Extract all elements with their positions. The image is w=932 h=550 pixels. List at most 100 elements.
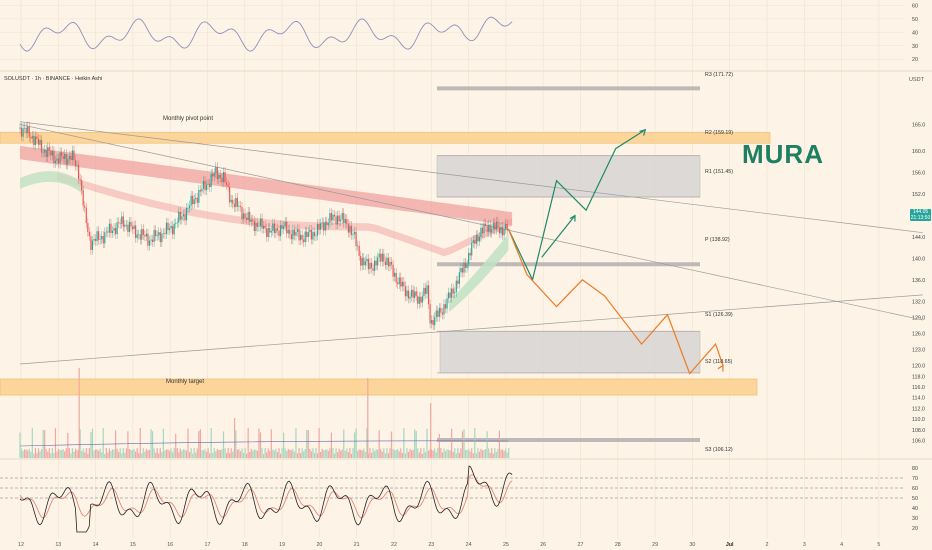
candle-body [484,223,487,226]
volume-bar [24,449,26,458]
candle-body [290,234,292,240]
volume-bar [270,429,272,458]
candle-body [313,232,316,237]
volume-bar [246,453,248,458]
candle-body [427,285,430,305]
candle-body [135,225,137,238]
candle-body [144,235,146,237]
price-axis-tick: 129.0 [912,315,925,321]
volume-bar [426,428,428,458]
candle-body [447,292,450,299]
volume-bar [287,449,289,458]
volume-bar [22,450,24,458]
volume-bar [326,449,328,458]
oscillator-main-line [19,465,513,533]
candle-body [412,289,414,298]
volume-bar [283,432,285,458]
candle-body [56,158,58,161]
volume-bar [446,449,448,458]
candle-body [210,173,212,188]
x-axis-tick: 15 [130,542,136,548]
volume-bar [28,448,30,458]
candle-body [150,239,152,241]
volume-bar [85,448,87,458]
candle-body [304,231,306,243]
volume-bar [455,453,457,458]
volume-bar [114,430,117,458]
candle-body [45,149,47,157]
candle-body [104,232,106,244]
volume-bar [139,428,141,458]
volume-bar [222,431,225,458]
candle-body [65,153,67,165]
candle-body [410,289,413,297]
price-axis-tick: 106.0 [912,439,925,445]
candle-body [426,285,428,294]
volume-bar [87,453,89,458]
volume-bar [488,448,490,458]
x-axis-tick: 26 [540,542,546,548]
candle-body [91,240,94,250]
volume-bar [341,449,343,458]
candle-body [431,320,433,324]
candle-body [30,137,32,139]
volume-bar [410,450,413,458]
support-box [439,331,701,374]
candle-body [429,304,431,324]
price-axis-tick: 140.0 [912,256,925,262]
candle-body [148,240,151,246]
monthly-target-zone [0,378,758,396]
candle-body [398,277,400,285]
volume-bar [229,453,231,458]
trendline [19,121,923,234]
volume-bar [340,450,342,458]
candle-body [312,232,314,240]
candle-body [406,290,408,297]
volume-bar [321,448,323,458]
x-axis-tick: 24 [466,542,472,548]
volume-bar [427,450,430,458]
volume-bar [366,428,368,458]
candle-body [364,261,366,266]
candle-body [336,215,339,225]
candle-body [187,207,189,209]
candle-body [159,232,161,243]
volume-bar [483,449,485,458]
candle-body [261,218,263,229]
volume-bar [293,451,296,458]
volume-bar [441,452,444,458]
price-axis-tick: 156.0 [912,171,925,177]
candle-body [136,234,138,238]
candle-body [178,211,180,223]
volume-ma-line [19,440,509,447]
volume-bar [110,451,112,458]
volume-bar [130,449,132,458]
candle-body [19,127,21,129]
volume-bar [367,453,370,458]
candle-body [73,150,75,161]
volume-bar [153,448,155,458]
volume-bar [68,448,70,458]
volume-bar [175,433,177,458]
candle-body [435,310,437,318]
volume-bar [492,453,494,458]
volume-bar [449,450,451,458]
volume-bar [424,452,427,458]
volume-bar [173,448,175,458]
candle-body [472,240,474,243]
volume-bar [202,450,205,458]
volume-bar [327,451,329,458]
volume-bar [360,449,362,458]
volume-bar [298,448,300,458]
volume-bar [161,451,163,458]
volume-bar [182,449,185,458]
volume-bar [107,452,109,458]
volume-bar [185,450,188,458]
candle-body [76,165,78,166]
volume-bar [42,429,44,458]
candle-body [370,262,373,269]
candle-body [74,160,77,166]
volume-bar [119,448,121,458]
volume-bar [460,448,462,458]
